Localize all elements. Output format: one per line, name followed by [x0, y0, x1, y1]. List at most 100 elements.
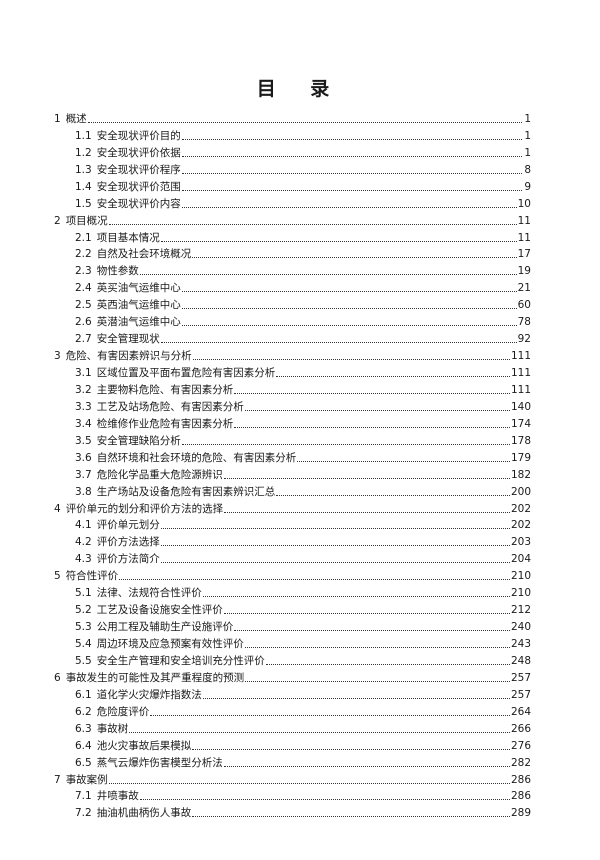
- dot-leader: [276, 494, 510, 496]
- dot-leader: [202, 697, 510, 699]
- toc-chapter-entry[interactable]: 6 事故发生的可能性及其严重程度的预测 257: [54, 668, 531, 685]
- dot-leader: [181, 290, 517, 293]
- toc-section-entry[interactable]: 3.8 生产场站及设备危险有害因素辨识汇总 200: [54, 482, 531, 499]
- toc-entry-title: 物性参数: [96, 265, 139, 278]
- toc-entry-number: 1.5: [75, 197, 92, 210]
- dot-leader: [181, 189, 522, 191]
- toc-entry-title: 池火灾事故后果模拟: [96, 739, 192, 752]
- dot-leader: [108, 223, 517, 225]
- toc-section-entry[interactable]: 2.2 自然及社会环境概况 17: [54, 245, 531, 262]
- toc-entry-title: 评价单元划分: [96, 519, 160, 532]
- toc-chapter-entry[interactable]: 2 项目概况 11: [54, 211, 531, 228]
- toc-entry-page: 179: [510, 451, 531, 464]
- toc-chapter-entry[interactable]: 4 评价单元的划分和评价方法的选择 202: [54, 499, 531, 516]
- toc-entry-number: 4.1: [75, 519, 92, 532]
- toc-entry-number: 7.1: [75, 790, 92, 803]
- dot-leader: [87, 121, 522, 123]
- toc-section-entry[interactable]: 2.4 英买油气运维中心 21: [54, 278, 531, 295]
- toc-entry-title: 项目概况: [65, 214, 108, 227]
- toc-chapter-entry[interactable]: 3 危险、有害因素辨识与分析 111: [54, 346, 531, 363]
- dot-leader: [192, 358, 510, 361]
- toc-entry-page: 257: [510, 671, 531, 684]
- toc-section-entry[interactable]: 4.3 评价方法简介 204: [54, 549, 531, 566]
- toc-entry-number: 2.3: [75, 265, 92, 278]
- toc-section-entry[interactable]: 5.2 工艺及设备设施安全性评价 212: [54, 600, 531, 617]
- toc-entry-number: 1.3: [75, 163, 92, 176]
- toc-entry-number: 3: [54, 350, 61, 363]
- toc-section-entry[interactable]: 3.7 危险化学品重大危险源辨识 182: [54, 465, 531, 482]
- toc-entry-number: 2.1: [75, 231, 92, 244]
- toc-section-entry[interactable]: 7.2 抽油机曲柄伤人事故 289: [54, 803, 531, 820]
- toc-section-entry[interactable]: 3.5 安全管理缺陷分析 178: [54, 431, 531, 448]
- toc-entry-number: 2.5: [75, 299, 92, 312]
- dot-leader: [223, 765, 510, 767]
- toc-section-entry[interactable]: 1.2 安全现状评价依据 1: [54, 143, 531, 160]
- toc-section-entry[interactable]: 6.2 危险度评价 264: [54, 702, 531, 719]
- toc-section-entry[interactable]: 3.3 工艺及站场危险、有害因素分析 140: [54, 397, 531, 414]
- toc-entry-title: 英潜油气运维中心: [96, 316, 181, 329]
- toc-entry-number: 5.2: [75, 604, 92, 617]
- dot-leader: [223, 612, 510, 615]
- toc-section-entry[interactable]: 1.4 安全现状评价范围 9: [54, 177, 531, 194]
- toc-entry-title: 安全现状评价内容: [96, 197, 181, 210]
- toc-entry-number: 2.7: [75, 333, 92, 346]
- toc-section-entry[interactable]: 2.1 项目基本情况 11: [54, 228, 531, 245]
- toc-section-entry[interactable]: 5.1 法律、法规符合性评价 210: [54, 583, 531, 600]
- toc-section-entry[interactable]: 2.7 安全管理现状 92: [54, 329, 531, 346]
- toc-entry-page: 1: [524, 146, 531, 159]
- toc-section-entry[interactable]: 6.1 道化学火灾爆炸指数法 257: [54, 685, 531, 702]
- toc-entry-title: 事故树: [96, 722, 129, 735]
- toc-section-entry[interactable]: 2.5 英西油气运维中心 60: [54, 295, 531, 312]
- toc-entry-page: 286: [510, 773, 531, 786]
- toc-chapter-entry[interactable]: 5 符合性评价 210: [54, 566, 531, 583]
- toc-entry-title: 工艺及站场危险、有害因素分析: [96, 400, 244, 413]
- dot-leader: [223, 477, 510, 479]
- toc-entry-number: 3.3: [75, 400, 92, 413]
- toc-section-entry[interactable]: 5.3 公用工程及辅助生产设施评价 240: [54, 617, 531, 634]
- toc-entry-title: 井喷事故: [96, 790, 139, 803]
- dot-leader: [202, 595, 510, 598]
- dot-leader: [139, 798, 510, 801]
- toc-section-entry[interactable]: 5.4 周边环境及应急预案有效性评价 243: [54, 634, 531, 651]
- dot-leader: [244, 409, 510, 411]
- dot-leader: [245, 680, 510, 682]
- toc-entry-number: 6.2: [75, 705, 92, 718]
- toc-entry-title: 概述: [65, 112, 87, 125]
- toc-section-entry[interactable]: 4.1 评价单元划分 202: [54, 516, 531, 533]
- toc-entry-title: 安全现状评价依据: [96, 146, 181, 159]
- toc-entry-title: 危险、有害因素辨识与分析: [65, 350, 192, 363]
- toc-entry-number: 6.1: [75, 688, 92, 701]
- toc-section-entry[interactable]: 3.1 区域位置及平面布置危险有害因素分析 111: [54, 363, 531, 380]
- dot-leader: [234, 426, 510, 428]
- toc-entry-title: 安全管理缺陷分析: [96, 434, 181, 447]
- toc-entry-title: 安全现状评价目的: [96, 129, 181, 142]
- toc-section-entry[interactable]: 7.1 井喷事故 286: [54, 787, 531, 804]
- toc-chapter-entry[interactable]: 1 概述 1: [54, 109, 531, 126]
- toc-section-entry[interactable]: 1.5 安全现状评价内容 10: [54, 194, 531, 211]
- toc-section-entry[interactable]: 2.6 英潜油气运维中心 78: [54, 312, 531, 329]
- toc-section-entry[interactable]: 2.3 物性参数 19: [54, 261, 531, 278]
- dot-leader: [297, 460, 510, 462]
- toc-entry-number: 3.7: [75, 468, 92, 481]
- toc-section-entry[interactable]: 6.5 蒸气云爆炸伤害模型分析法 282: [54, 753, 531, 770]
- toc-entry-number: 1.2: [75, 146, 92, 159]
- toc-entry-title: 符合性评价: [65, 570, 119, 583]
- toc-entry-page: 92: [517, 333, 531, 346]
- toc-section-entry[interactable]: 3.4 检维修作业危险有害因素分析 174: [54, 414, 531, 431]
- toc-entry-title: 项目基本情况: [96, 231, 160, 244]
- toc-entry-page: 111: [510, 350, 531, 363]
- dot-leader: [181, 443, 510, 445]
- toc-section-entry[interactable]: 3.6 自然环境和社会环境的危险、有害因素分析 179: [54, 448, 531, 465]
- toc-chapter-entry[interactable]: 7 事故案例 286: [54, 770, 531, 787]
- toc-entry-number: 5.3: [75, 621, 92, 634]
- toc-section-entry[interactable]: 6.3 事故树 266: [54, 719, 531, 736]
- toc-section-entry[interactable]: 1.1 安全现状评价目的 1: [54, 126, 531, 143]
- dot-leader: [108, 782, 510, 784]
- toc-entry-number: 2.4: [75, 282, 92, 295]
- toc-section-entry[interactable]: 4.2 评价方法选择 203: [54, 532, 531, 549]
- toc-section-entry[interactable]: 1.3 安全现状评价程序 8: [54, 160, 531, 177]
- toc-entry-title: 法律、法规符合性评价: [96, 587, 202, 600]
- toc-section-entry[interactable]: 3.2 主要物料危险、有害因素分析 111: [54, 380, 531, 397]
- toc-section-entry[interactable]: 5.5 安全生产管理和安全培训充分性评价 248: [54, 651, 531, 668]
- toc-section-entry[interactable]: 6.4 池火灾事故后果模拟 276: [54, 736, 531, 753]
